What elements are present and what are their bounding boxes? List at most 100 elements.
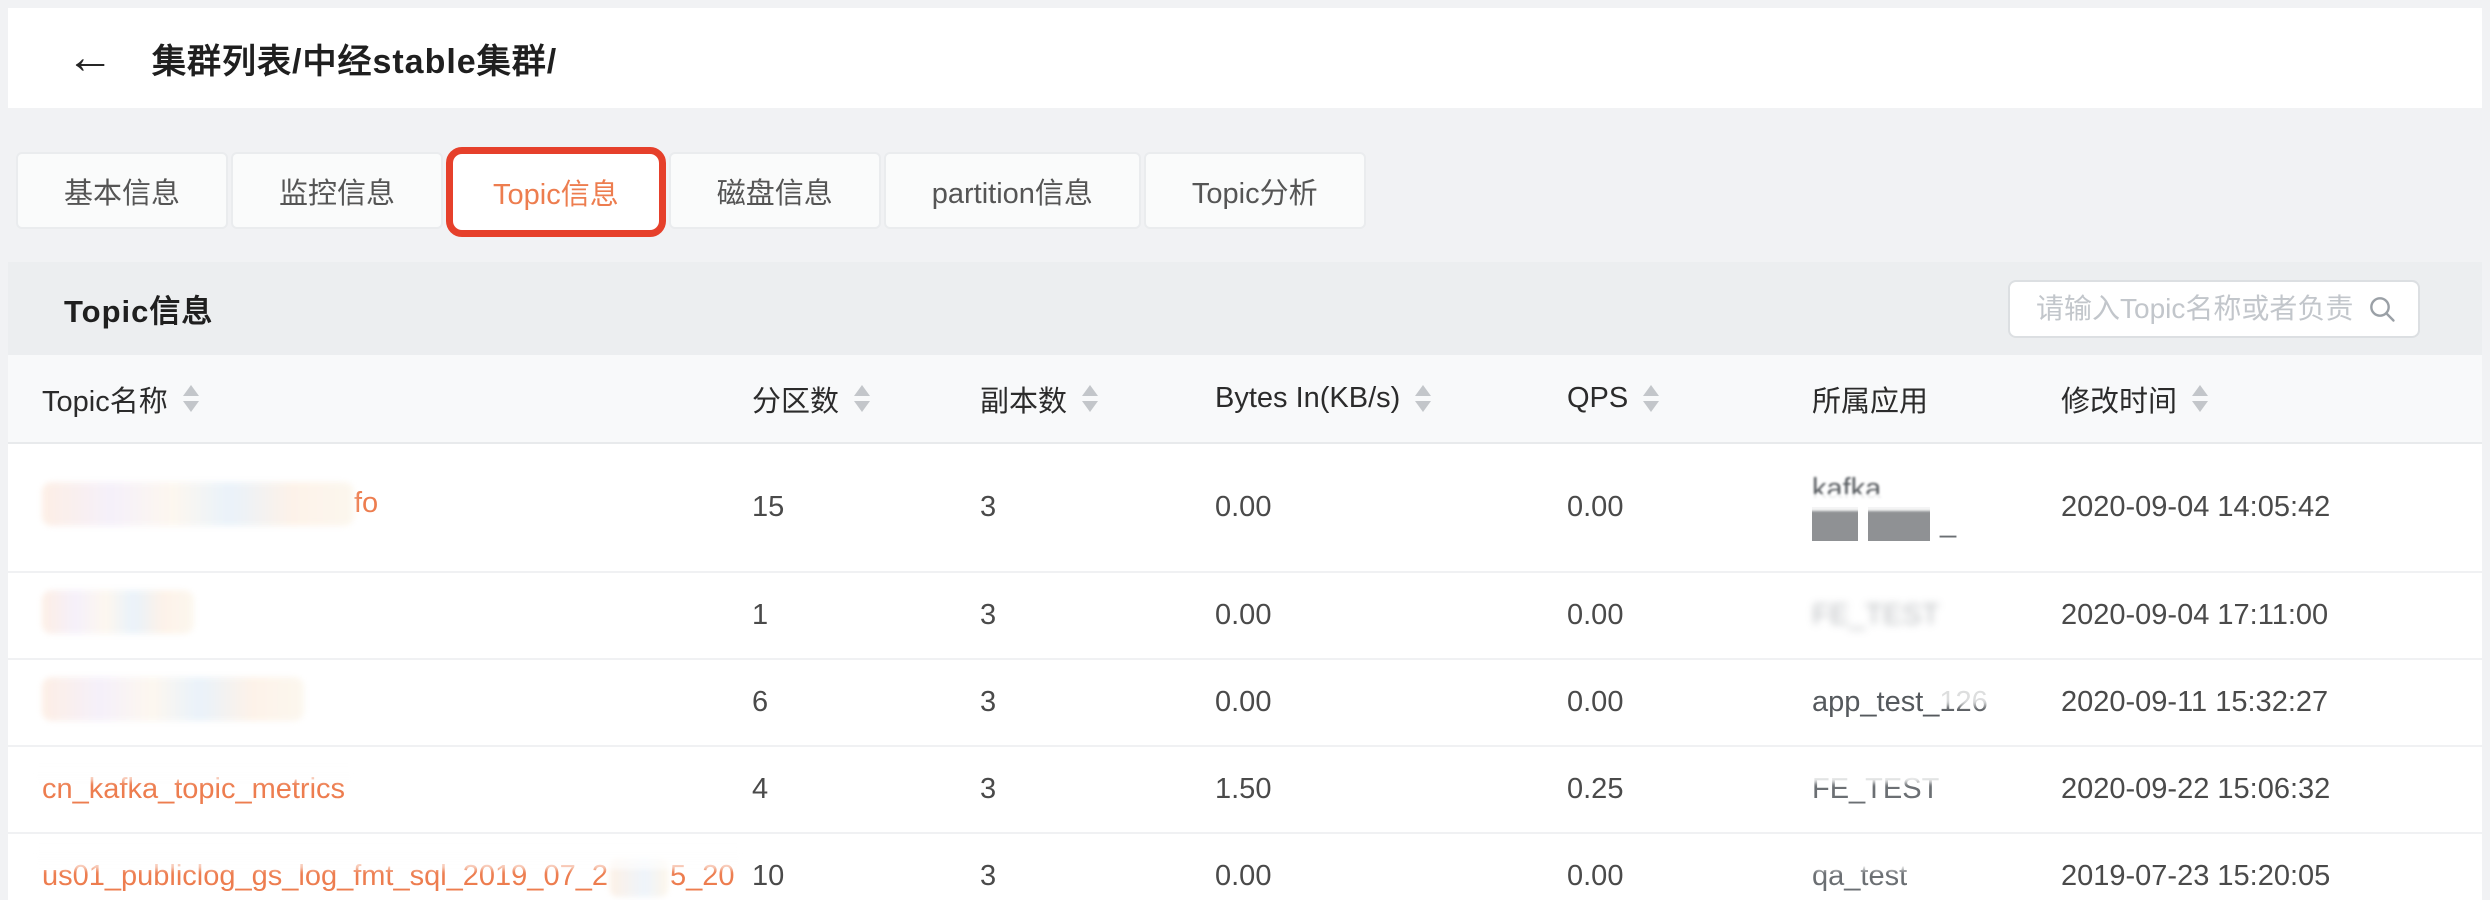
partitions-cell: 15 bbox=[752, 491, 785, 523]
topic-cell: us01_publiclog_gs_log_fmt_sql_2019_07_2 5… bbox=[42, 856, 752, 897]
modified-time-cell: 2020-09-11 15:32:27 bbox=[2061, 686, 2329, 718]
redacted-owner-blocks: _ bbox=[1812, 507, 2061, 542]
column-header-qps: QPS bbox=[1567, 382, 1812, 415]
modified-time-cell: 2019-07-23 15:20:05 bbox=[2061, 860, 2331, 892]
column-header-owner-app: 所属应用 bbox=[1812, 378, 2061, 420]
sort-desc-icon bbox=[2192, 401, 2209, 412]
table-row: 6 3 0.00 0.00 app_test_126 2020-09-11 15:32:2… bbox=[8, 660, 2482, 747]
topic-info-panel: Topic信息 Topic名称 分区数 副本数 Bytes In(KB/s) QPS 所属… bbox=[8, 262, 2482, 900]
bytes-in-cell: 0.00 bbox=[1215, 686, 1272, 718]
bytes-in-cell: 0.00 bbox=[1215, 599, 1272, 631]
column-header-topic-name: Topic名称 bbox=[42, 378, 752, 420]
owner-app-name: app_test_126 bbox=[1812, 686, 1988, 718]
redacted-topic-blur bbox=[42, 481, 354, 526]
column-label: Topic名称 bbox=[42, 385, 168, 418]
back-arrow-icon[interactable]: ← bbox=[66, 31, 114, 84]
topic-link[interactable] bbox=[42, 589, 194, 634]
bytes-in-cell: 1.50 bbox=[1215, 773, 1272, 805]
owner-app-cell: FE_TEST bbox=[1812, 599, 2061, 632]
redaction-block bbox=[1868, 507, 1930, 542]
sort-asc-icon bbox=[1643, 385, 1660, 396]
partitions-cell: 6 bbox=[752, 686, 769, 718]
column-label: Bytes In(KB/s) bbox=[1215, 382, 1401, 414]
modified-time-cell: 2020-09-04 14:05:42 bbox=[2061, 491, 2331, 523]
column-label: QPS bbox=[1567, 382, 1629, 414]
column-header-bytes-in: Bytes In(KB/s) bbox=[1215, 382, 1567, 415]
panel-header: Topic信息 bbox=[8, 262, 2482, 355]
column-label: 副本数 bbox=[980, 385, 1068, 418]
partitions-cell: 4 bbox=[752, 773, 769, 805]
sort-control[interactable] bbox=[2192, 385, 2209, 412]
sort-desc-icon bbox=[1643, 401, 1660, 412]
tabs: 基本信息 监控信息 Topic信息 磁盘信息 partition信息 Topic分析 bbox=[16, 147, 1366, 237]
redacted-topic-blur bbox=[42, 589, 194, 634]
search-input[interactable] bbox=[2034, 291, 2356, 326]
tab-disk-info[interactable]: 磁盘信息 bbox=[668, 152, 881, 229]
owner-app-cell: qa_test bbox=[1812, 860, 2061, 893]
column-label: 修改时间 bbox=[2061, 385, 2178, 418]
sort-control[interactable] bbox=[1643, 385, 1660, 412]
sort-asc-icon bbox=[2192, 385, 2209, 396]
qps-cell: 0.00 bbox=[1567, 686, 1624, 718]
topic-link[interactable]: fo bbox=[42, 481, 379, 526]
tab-topic-info[interactable]: Topic信息 bbox=[446, 147, 666, 237]
sort-control[interactable] bbox=[854, 385, 871, 412]
owner-app-name: qa_test bbox=[1812, 860, 1908, 892]
partitions-cell: 10 bbox=[752, 860, 785, 892]
bytes-in-cell: 0.00 bbox=[1215, 491, 1272, 523]
bytes-in-cell: 0.00 bbox=[1215, 860, 1272, 892]
table-row: cn_kafka_topic_metrics 4 3 1.50 0.25 FE_TEST 2… bbox=[8, 747, 2482, 834]
owner-app-cell: app_test_126 bbox=[1812, 686, 2061, 719]
tab-partition-info[interactable]: partition信息 bbox=[883, 152, 1141, 229]
owner-app-cell: kafka _ bbox=[1808, 473, 2061, 542]
topic-cell bbox=[42, 589, 752, 642]
search-icon[interactable] bbox=[2366, 293, 2398, 325]
sort-desc-icon bbox=[1082, 401, 1099, 412]
replicas-cell: 3 bbox=[980, 686, 997, 718]
topic-link[interactable] bbox=[42, 676, 304, 721]
qps-cell: 0.00 bbox=[1567, 860, 1624, 892]
table-body: fo 15 3 0.00 0.00 kafka _ 2020-09-04 14:05:42 1 3… bbox=[8, 444, 2482, 900]
topic-name-fragment: 5_20 bbox=[669, 860, 735, 892]
topic-cell: cn_kafka_topic_metrics bbox=[42, 773, 752, 806]
table-header-row: Topic名称 分区数 副本数 Bytes In(KB/s) QPS 所属应用 修改时间 bbox=[8, 355, 2482, 444]
sort-desc-icon bbox=[182, 401, 199, 412]
column-header-partitions: 分区数 bbox=[752, 378, 980, 420]
sort-desc-icon bbox=[1415, 401, 1432, 412]
topic-cell: fo bbox=[42, 481, 752, 534]
topic-name-fragment: us01_publiclog_gs_log_fmt_sql_2019_07_2 bbox=[42, 860, 608, 892]
redacted-topic-blur bbox=[42, 676, 304, 721]
table-row: us01_publiclog_gs_log_fmt_sql_2019_07_2 5… bbox=[8, 834, 2482, 900]
sort-desc-icon bbox=[854, 401, 871, 412]
top-header-bar: ← 集群列表/中经stable集群/ bbox=[8, 8, 2482, 108]
tab-monitor-info[interactable]: 监控信息 bbox=[231, 152, 444, 229]
tab-basic-info[interactable]: 基本信息 bbox=[16, 152, 229, 229]
sort-asc-icon bbox=[1082, 385, 1099, 396]
redacted-topic-blur bbox=[609, 856, 668, 897]
topic-link[interactable]: us01_publiclog_gs_log_fmt_sql_2019_07_2 5… bbox=[42, 856, 735, 897]
sort-control[interactable] bbox=[1082, 385, 1099, 412]
owner-app-fragment: _ bbox=[1940, 507, 1957, 540]
column-header-modified-time: 修改时间 bbox=[2061, 378, 2482, 420]
column-label: 分区数 bbox=[752, 385, 840, 418]
redaction-block bbox=[1812, 507, 1858, 542]
topic-search-box[interactable] bbox=[2008, 279, 2420, 338]
owner-app-name: FE_TEST bbox=[1812, 773, 1940, 805]
modified-time-cell: 2020-09-04 17:11:00 bbox=[2061, 599, 2329, 631]
sort-control[interactable] bbox=[182, 385, 199, 412]
owner-app-cell: FE_TEST bbox=[1812, 773, 2061, 806]
sort-asc-icon bbox=[854, 385, 871, 396]
column-label: 所属应用 bbox=[1812, 385, 1929, 418]
sort-asc-icon bbox=[1415, 385, 1432, 396]
topic-link[interactable]: cn_kafka_topic_metrics bbox=[42, 773, 346, 805]
panel-title: Topic信息 bbox=[64, 294, 214, 329]
sort-asc-icon bbox=[182, 385, 199, 396]
sort-control[interactable] bbox=[1415, 385, 1432, 412]
owner-app-name: FE_TEST bbox=[1812, 599, 1940, 631]
topic-name-fragment: fo bbox=[354, 487, 379, 519]
table-row: fo 15 3 0.00 0.00 kafka _ 2020-09-04 14:05:42 bbox=[8, 444, 2482, 573]
column-header-replicas: 副本数 bbox=[980, 378, 1215, 420]
page-title: 集群列表/中经stable集群/ bbox=[152, 42, 558, 81]
tab-topic-analysis[interactable]: Topic分析 bbox=[1143, 152, 1366, 229]
qps-cell: 0.25 bbox=[1567, 773, 1624, 805]
